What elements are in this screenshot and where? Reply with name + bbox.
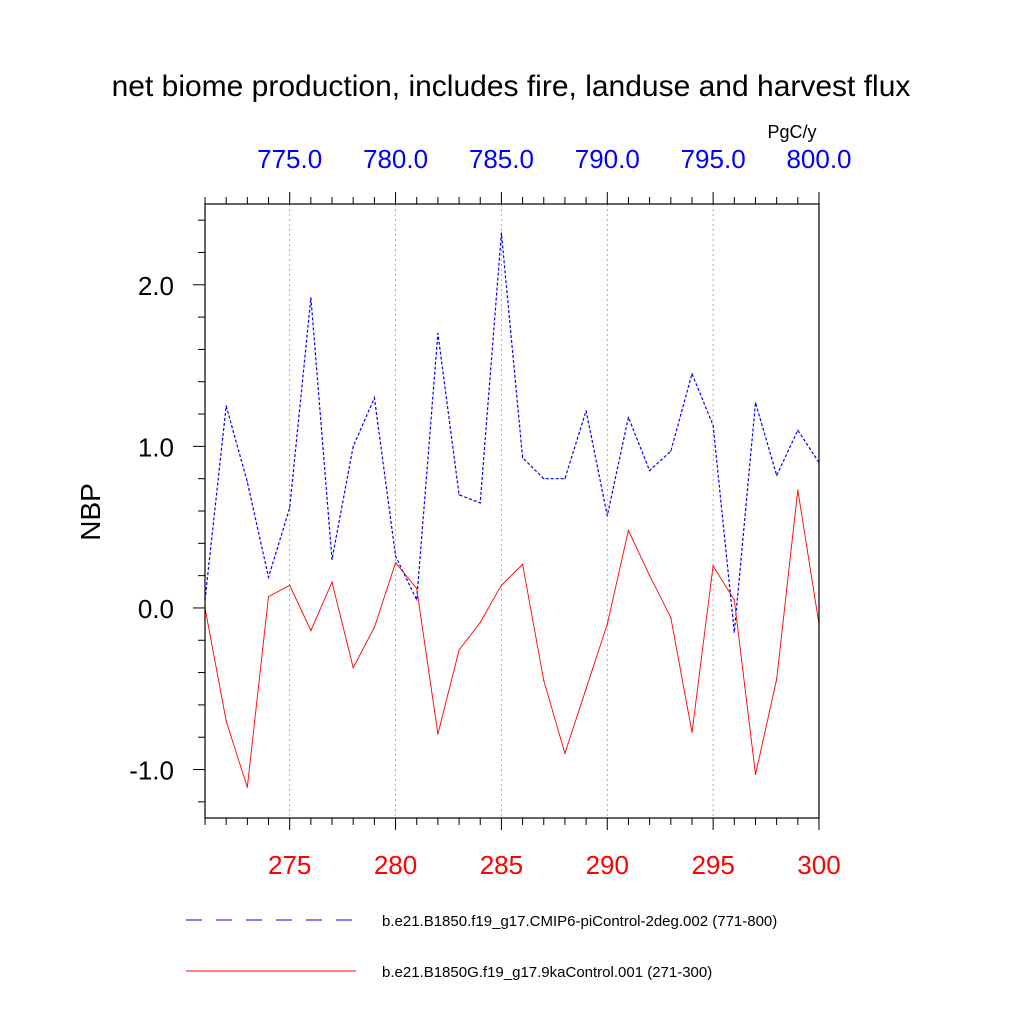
series-2-point-280 <box>394 562 397 564</box>
series-1-point-784 <box>479 502 481 504</box>
series-2-point-289 <box>585 688 587 690</box>
top-tick-label-795.0: 795.0 <box>681 144 746 174</box>
series-2-point-293 <box>670 617 672 619</box>
series-2-point-272 <box>225 720 227 722</box>
y-tick-label-0.0: 0.0 <box>138 594 174 624</box>
series-2-point-279 <box>373 626 375 628</box>
series-2-point-277 <box>331 581 333 583</box>
series-1-point-787 <box>543 478 545 480</box>
series-1-point-772 <box>225 405 227 407</box>
labels-layer: -1.0 0.0 1.0 2.0 275 280 285 290 295 300 775.0 780.… <box>129 144 851 880</box>
series-1-point-778 <box>352 445 354 447</box>
series-2-point-286 <box>521 563 524 565</box>
series-1-point-797 <box>754 402 757 404</box>
series-2-point-278 <box>352 667 354 669</box>
series-1-point-793 <box>670 450 672 452</box>
bottom-tick-label-285: 285 <box>480 850 523 880</box>
series-2-point-290 <box>606 623 608 625</box>
series-2-point-297 <box>754 773 757 775</box>
series-layer <box>204 232 820 788</box>
series-2-point-273 <box>246 786 248 788</box>
plot-frame <box>204 203 820 819</box>
legend-label-1: b.e21.B1850.f19_g17.CMIP6-piControl-2deg… <box>382 913 777 930</box>
series-1-point-782 <box>437 332 439 334</box>
y-tick-label--1.0: -1.0 <box>129 756 174 786</box>
series-1-point-773 <box>246 481 248 483</box>
series-2-point-296 <box>733 599 735 601</box>
grid-layer <box>289 204 714 818</box>
legend: b.e21.B1850.f19_g17.CMIP6-piControl-2deg… <box>186 913 777 981</box>
series-1-point-796 <box>733 631 735 633</box>
series-2-point-282 <box>437 733 439 735</box>
series-2-point-295 <box>712 565 714 567</box>
series-1-point-776 <box>310 297 312 299</box>
series-1-point-790 <box>606 515 608 517</box>
bottom-tick-label-295: 295 <box>691 850 734 880</box>
y-tick-label-2.0: 2.0 <box>138 271 174 301</box>
ticks-layer <box>193 192 820 830</box>
series-1-point-788 <box>564 478 566 480</box>
series-2-point-283 <box>458 649 460 651</box>
bottom-tick-label-300: 300 <box>797 850 840 880</box>
units-label: PgC/y <box>767 122 816 142</box>
y-axis-label: NBP <box>75 483 106 541</box>
y-tick-label-1.0: 1.0 <box>138 432 174 462</box>
series-1-point-779 <box>373 397 375 399</box>
bottom-tick-label-275: 275 <box>268 850 311 880</box>
series-2-point-299 <box>797 489 799 491</box>
series-1-point-781 <box>416 599 418 601</box>
series-1-point-774 <box>267 576 270 578</box>
series-2-point-291 <box>627 529 630 531</box>
series-1-point-791 <box>627 416 630 418</box>
series-1-point-783 <box>458 494 460 496</box>
chart-title: net biome production, includes fire, lan… <box>112 70 911 103</box>
series-2-point-285 <box>500 584 503 586</box>
series-1-point-785 <box>500 232 503 234</box>
series-2-point-294 <box>691 731 693 733</box>
series-1-point-777 <box>331 558 333 561</box>
legend-label-2: b.e21.B1850G.f19_g17.9kaControl.001 (271… <box>382 964 712 981</box>
series-1-point-789 <box>585 410 587 412</box>
top-tick-label-780.0: 780.0 <box>363 144 428 174</box>
bottom-tick-label-290: 290 <box>586 850 629 880</box>
series-2-point-274 <box>267 596 270 598</box>
series-1-point-780 <box>394 555 397 557</box>
series-1-point-792 <box>649 470 651 472</box>
series-2-point-298 <box>776 678 778 680</box>
series-2-point-276 <box>310 629 312 632</box>
series-1-point-795 <box>712 424 714 426</box>
top-tick-label-790.0: 790.0 <box>575 144 640 174</box>
top-tick-label-775.0: 775.0 <box>257 144 322 174</box>
series-2-point-292 <box>649 575 651 577</box>
series-2-point-287 <box>543 680 545 682</box>
bottom-tick-label-280: 280 <box>374 850 417 880</box>
top-tick-label-785.0: 785.0 <box>469 144 534 174</box>
series-1-point-775 <box>289 507 291 509</box>
series-1-point-799 <box>797 429 799 431</box>
series-1-point-798 <box>776 474 778 477</box>
series-2-point-275 <box>289 584 291 586</box>
series-2-point-288 <box>564 752 566 754</box>
series-line-1 <box>204 233 820 633</box>
series-1-point-786 <box>521 457 524 459</box>
top-tick-label-800.0: 800.0 <box>786 144 851 174</box>
series-2-point-281 <box>416 587 418 590</box>
series-line-2 <box>204 489 820 788</box>
series-1-point-794 <box>691 373 693 375</box>
series-2-point-284 <box>479 621 481 624</box>
